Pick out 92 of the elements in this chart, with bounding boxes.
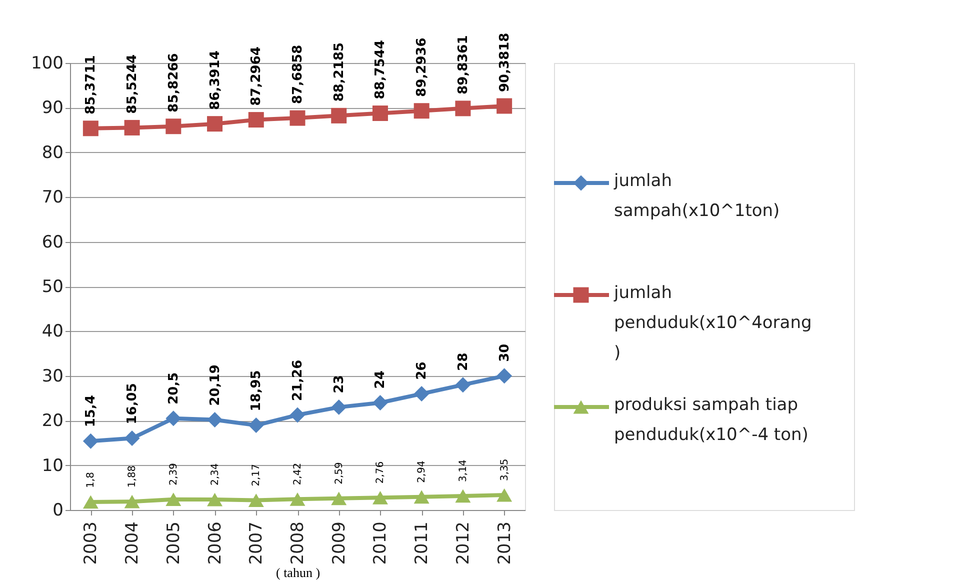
data-label: 1,8	[86, 472, 97, 488]
data-label: 30	[497, 344, 512, 362]
point	[496, 98, 512, 114]
point	[414, 386, 430, 402]
data-label: 2,39	[168, 463, 180, 486]
data-label: 15,4	[84, 395, 99, 428]
y-tick-label: 70	[42, 188, 64, 208]
data-label: 3,35	[499, 458, 510, 482]
point	[248, 112, 264, 128]
point	[496, 488, 512, 502]
point	[82, 433, 98, 449]
x-tick-label: 2011	[412, 522, 432, 565]
data-label: 88,2185	[332, 42, 347, 102]
x-tick-label: 2006	[205, 522, 226, 565]
data-label: 85,8266	[166, 53, 182, 112]
data-label: 2,94	[416, 460, 428, 483]
x-tick-label: 2005	[164, 522, 184, 565]
y-tick-label: 20	[42, 411, 64, 432]
point	[331, 492, 347, 506]
data-label: 85,3711	[84, 55, 99, 114]
point	[207, 412, 223, 428]
data-label: 1,88	[127, 465, 138, 488]
point	[372, 394, 388, 410]
x-tick-label: 2004	[122, 522, 143, 565]
data-label: 87,2964	[249, 46, 264, 106]
data-label: 24	[373, 370, 388, 389]
x-tick-label: 2013	[494, 522, 515, 565]
point	[82, 495, 98, 509]
data-label: 85,5244	[125, 54, 140, 114]
point	[290, 492, 306, 506]
data-label: 28	[456, 352, 471, 371]
data-label: 16,05	[125, 383, 140, 424]
x-tick-label: 2007	[246, 522, 267, 565]
point	[124, 494, 140, 508]
x-tick-label: 2010	[370, 522, 391, 565]
data-label: 89,8361	[456, 35, 471, 94]
point	[455, 489, 471, 503]
data-label: 2,42	[292, 462, 304, 486]
point	[414, 103, 430, 119]
data-label: 2,59	[334, 462, 345, 484]
y-tick-label: 30	[42, 366, 64, 386]
legend-label: jumlah sampah(x10^1ton)	[613, 171, 780, 221]
point	[331, 108, 347, 124]
x-tick-label: 2008	[288, 522, 308, 565]
point	[290, 110, 306, 126]
data-label: 2,76	[375, 461, 386, 484]
point	[207, 116, 223, 132]
data-label: 18,95	[249, 370, 264, 412]
data-label: 87,6858	[290, 44, 306, 104]
y-tick-label: 90	[42, 98, 64, 118]
data-label: 23	[332, 375, 347, 394]
point	[166, 492, 182, 506]
x-tick-label: 2012	[453, 522, 474, 565]
y-tick-label: 40	[42, 322, 64, 342]
y-tick-label: 80	[42, 142, 64, 163]
point	[455, 100, 471, 116]
legend-label: produksi sampah tiap penduduk(x10^-4 ton)	[614, 395, 808, 445]
data-label: 20,5	[166, 372, 182, 404]
data-label: 26	[414, 362, 430, 380]
data-label: 2,17	[251, 464, 262, 486]
y-tick-label: 60	[42, 232, 64, 252]
data-label: 89,2936	[414, 38, 430, 97]
point	[166, 118, 182, 134]
point	[248, 418, 264, 434]
point	[166, 410, 182, 426]
y-tick-label: 10	[42, 456, 64, 476]
point	[290, 407, 306, 423]
data-label: 2,34	[210, 463, 221, 486]
point	[124, 120, 140, 136]
point	[248, 494, 264, 508]
point	[124, 430, 140, 446]
y-tick-label: 50	[42, 277, 64, 297]
point	[455, 377, 471, 393]
point	[82, 120, 98, 136]
data-label: 86,3914	[208, 50, 223, 110]
data-label: 90,3818	[497, 32, 512, 92]
point	[372, 490, 388, 504]
point	[372, 106, 388, 122]
x-tick-label: 2009	[329, 522, 350, 565]
data-label: 88,7544	[373, 40, 388, 100]
x-tick-label: 2003	[81, 522, 102, 565]
point	[207, 492, 223, 506]
data-label: 20,19	[208, 364, 223, 406]
data-label: 21,26	[290, 360, 306, 401]
point	[414, 490, 430, 504]
point	[496, 368, 512, 384]
data-label: 3,14	[458, 460, 469, 482]
point	[331, 399, 347, 415]
y-tick-label: 100	[31, 54, 64, 74]
x-axis-title: ( tahun )	[276, 564, 320, 580]
legend-label: jumlah penduduk(x10^4orang )	[613, 283, 812, 363]
y-tick-label: 0	[52, 500, 64, 520]
